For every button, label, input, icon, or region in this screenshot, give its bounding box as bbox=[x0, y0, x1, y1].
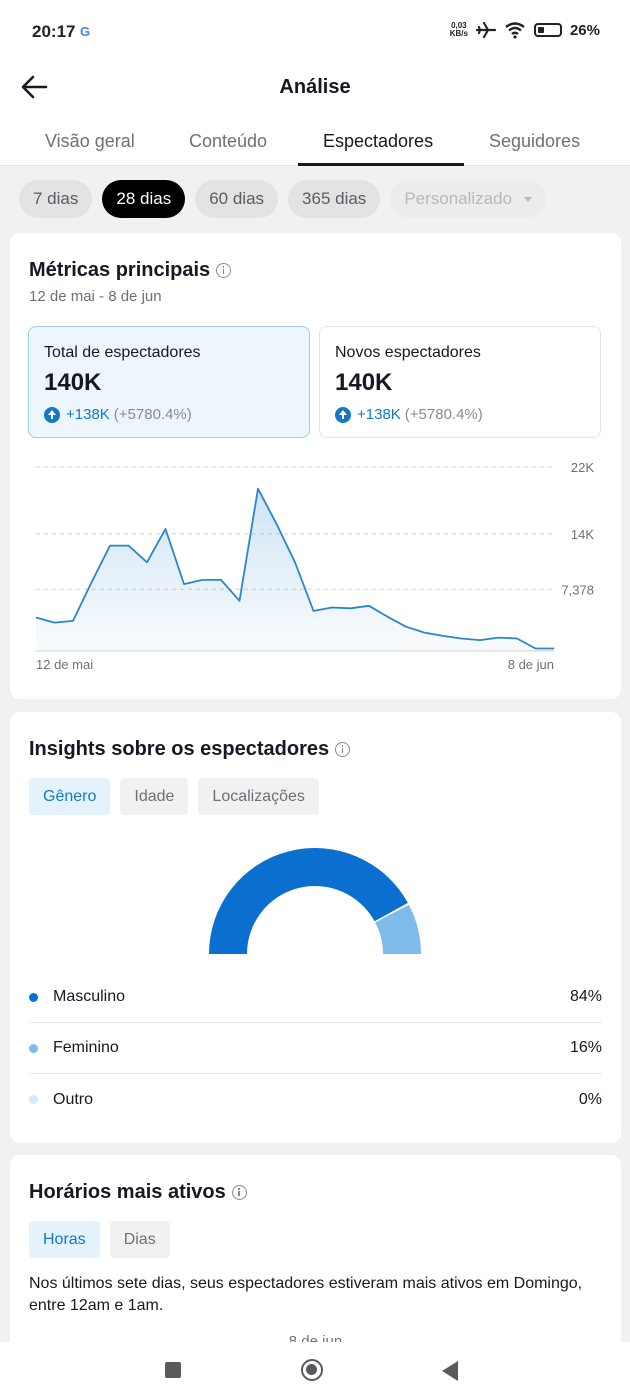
status-icons: 0,03 KB/s 26% bbox=[450, 21, 600, 39]
google-icon: G bbox=[80, 24, 91, 39]
tab-overview[interactable]: Visão geral bbox=[45, 131, 135, 151]
metric-label: Novos espectadores bbox=[335, 344, 481, 361]
arrow-up-circle-icon bbox=[44, 406, 60, 423]
legend-row-male: Masculino 84% bbox=[29, 972, 602, 1023]
viewers-area-chart: 22K 14K 7,378 12 de mai 8 de jun bbox=[35, 460, 594, 672]
donut-slice-feminino bbox=[375, 904, 421, 954]
info-icon[interactable] bbox=[231, 1185, 247, 1200]
triangle-back-icon[interactable] bbox=[442, 1361, 458, 1381]
battery-percent: 26% bbox=[569, 21, 600, 39]
date-navigator-label: 8 de jun bbox=[288, 1333, 343, 1343]
system-nav-bar bbox=[0, 1342, 630, 1400]
active-times-title-text: Horários mais ativos bbox=[29, 1181, 226, 1203]
segment-age[interactable]: Idade bbox=[120, 778, 189, 815]
metric-delta: +138K (+5780.4%) bbox=[335, 406, 483, 423]
wifi-icon bbox=[505, 22, 525, 39]
legend-dot bbox=[29, 1095, 38, 1104]
viewer-insights-card: Insights sobre os espectadores Gênero Id… bbox=[10, 712, 621, 1143]
circle-home-icon[interactable] bbox=[301, 1359, 323, 1381]
legend-row-other: Outro 0% bbox=[29, 1074, 602, 1125]
airplane-icon bbox=[475, 21, 496, 39]
legend-label: Masculino bbox=[53, 988, 126, 1005]
chart-area bbox=[36, 488, 554, 651]
caret-down-icon bbox=[524, 196, 533, 202]
active-times-description: Nos últimos sete dias, seus espectadores… bbox=[29, 1275, 583, 1314]
period-selector: 7 dias 28 dias 60 dias 365 dias Personal… bbox=[19, 180, 547, 218]
arrow-up-circle-icon bbox=[335, 406, 351, 423]
donut-slice-masculino bbox=[209, 847, 408, 954]
tab-followers[interactable]: Seguidores bbox=[489, 131, 581, 151]
battery-icon bbox=[533, 23, 562, 37]
legend-label: Feminino bbox=[53, 1039, 119, 1056]
info-icon[interactable] bbox=[216, 263, 232, 278]
insights-segment-control: Gênero Idade Localizações bbox=[29, 778, 319, 815]
key-metrics-card: Métricas principais 12 de mai - 8 de jun… bbox=[10, 233, 621, 699]
arrow-left-icon[interactable] bbox=[20, 74, 48, 100]
legend-dot bbox=[29, 1043, 38, 1053]
network-speed: 0,03 KB/s bbox=[450, 22, 468, 38]
net-speed-value: 0,03 bbox=[451, 21, 467, 30]
y-tick-label: 22K bbox=[571, 460, 594, 475]
active-times-segment-control: Horas Dias bbox=[29, 1221, 170, 1258]
insights-title: Insights sobre os espectadores bbox=[29, 738, 351, 761]
segment-hours[interactable]: Horas bbox=[29, 1221, 100, 1258]
gender-half-donut-chart bbox=[209, 847, 421, 954]
metric-delta: +138K (+5780.4%) bbox=[44, 406, 192, 423]
metric-value: 140K bbox=[335, 369, 393, 396]
net-speed-unit: KB/s bbox=[449, 29, 468, 38]
legend-value: 84% bbox=[569, 988, 602, 1005]
legend-label: Outro bbox=[53, 1090, 94, 1108]
metric-value: 140K bbox=[44, 369, 102, 396]
period-365-days[interactable]: 365 dias bbox=[288, 180, 381, 218]
legend-dot bbox=[29, 992, 38, 1002]
period-28-days[interactable]: 28 dias bbox=[102, 180, 186, 218]
key-metrics-title: Métricas principais bbox=[29, 259, 232, 282]
date-navigator: 8 de jun bbox=[10, 1333, 621, 1343]
segment-gender[interactable]: Gênero bbox=[29, 778, 111, 815]
period-custom[interactable]: Personalizado bbox=[390, 180, 547, 218]
legend-value: 16% bbox=[569, 1039, 602, 1056]
period-60-days[interactable]: 60 dias bbox=[195, 180, 279, 218]
active-times-card: Horários mais ativos Horas Dias Nos últi… bbox=[10, 1155, 621, 1355]
metric-new-viewers[interactable]: Novos espectadores 140K +138K (+5780.4%) bbox=[319, 326, 601, 438]
active-tab-indicator bbox=[298, 163, 464, 166]
metric-delta-value: +138K bbox=[66, 406, 110, 423]
segment-locations[interactable]: Localizações bbox=[198, 778, 319, 815]
key-metrics-title-text: Métricas principais bbox=[29, 259, 211, 281]
active-times-title: Horários mais ativos bbox=[29, 1181, 247, 1204]
info-icon[interactable] bbox=[335, 742, 351, 757]
app-header: Análise bbox=[0, 62, 630, 112]
period-7-days[interactable]: 7 dias bbox=[19, 180, 93, 218]
tab-content[interactable]: Conteúdo bbox=[189, 131, 268, 151]
legend-value: 0% bbox=[578, 1090, 602, 1108]
legend-row-female: Feminino 16% bbox=[29, 1023, 602, 1074]
date-range: 12 de mai - 8 de jun bbox=[29, 288, 162, 305]
x-tick-label-start: 12 de mai bbox=[36, 657, 93, 672]
tab-bar: Visão geral Conteúdo Espectadores Seguid… bbox=[0, 112, 630, 166]
period-custom-label: Personalizado bbox=[404, 189, 513, 208]
status-time: 20:17 bbox=[32, 22, 76, 41]
metric-label: Total de espectadores bbox=[44, 344, 201, 361]
metric-delta-value: +138K bbox=[357, 406, 401, 423]
segment-days[interactable]: Dias bbox=[109, 1221, 170, 1258]
page-title: Análise bbox=[279, 76, 351, 98]
x-tick-label-end: 8 de jun bbox=[508, 657, 554, 672]
metric-total-viewers[interactable]: Total de espectadores 140K +138K (+5780.4… bbox=[28, 326, 310, 438]
y-tick-label: 14K bbox=[571, 527, 594, 542]
square-icon[interactable] bbox=[165, 1362, 181, 1378]
metric-delta-pct: (+5780.4%) bbox=[404, 406, 483, 423]
status-bar: 20:17 G 0,03 KB/s 26% bbox=[0, 0, 630, 62]
insights-title-text: Insights sobre os espectadores bbox=[29, 738, 330, 760]
tab-viewers[interactable]: Espectadores bbox=[323, 131, 434, 151]
y-tick-label: 7,378 bbox=[561, 582, 594, 597]
metric-delta-pct: (+5780.4%) bbox=[113, 406, 192, 423]
